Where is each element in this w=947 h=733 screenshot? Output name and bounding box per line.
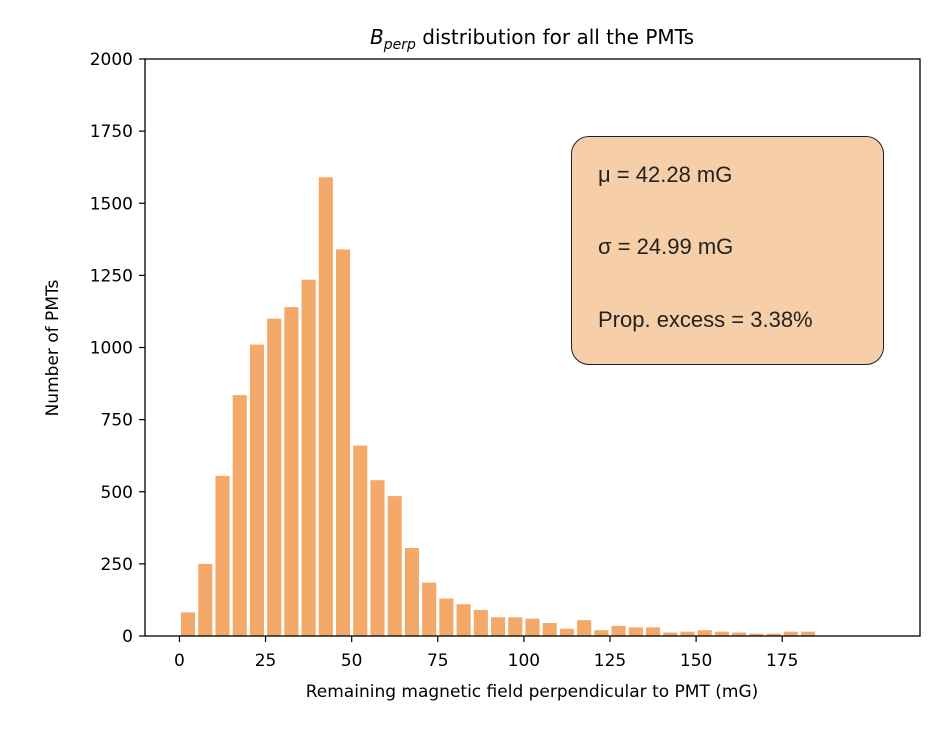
histogram-bar <box>404 548 419 636</box>
x-tick-label: 100 <box>508 651 540 671</box>
x-tick-label: 25 <box>255 651 277 671</box>
histogram-bar <box>439 598 454 636</box>
x-tick-label: 50 <box>341 651 363 671</box>
bars-layer <box>180 177 816 637</box>
histogram-bar <box>783 631 798 636</box>
histogram-bar <box>198 563 213 637</box>
y-tick-label: 2000 <box>90 50 133 70</box>
histogram-bar <box>680 631 695 636</box>
y-tick-label: 250 <box>101 555 133 575</box>
histogram-bar <box>663 632 678 636</box>
histogram-bar <box>732 632 747 636</box>
histogram-bar <box>714 631 729 636</box>
histogram-bar <box>301 279 316 636</box>
chart-title: Bperp distribution for all the PMTs <box>370 25 694 53</box>
y-tick-label: 500 <box>101 483 133 503</box>
histogram-bar <box>749 633 764 636</box>
x-axis-label: Remaining magnetic field perpendicular t… <box>306 682 759 702</box>
histogram-bar <box>766 633 781 636</box>
histogram-bar <box>370 480 385 636</box>
y-tick-label: 1750 <box>90 122 133 142</box>
x-tick-label: 125 <box>594 651 626 671</box>
histogram-bar <box>422 582 437 636</box>
histogram-bar <box>542 623 557 636</box>
excess-stat: Prop. excess = 3.38% <box>598 307 813 332</box>
histogram-bar <box>525 618 540 636</box>
x-tick-label: 150 <box>680 651 712 671</box>
histogram-bar <box>800 631 816 636</box>
y-axis-label: Number of PMTs <box>43 279 63 416</box>
ticks-layer: 0 25 50 75 100 125 150 175025050075010001250150… <box>90 50 799 671</box>
y-tick-label: 1250 <box>90 266 133 286</box>
histogram-bar <box>594 630 609 636</box>
histogram-bar <box>456 604 471 636</box>
histogram-bar <box>284 307 299 636</box>
sigma-stat: σ = 24.99 mG <box>598 234 734 259</box>
mean-stat: μ = 42.28 mG <box>598 162 733 187</box>
histogram-bar <box>335 249 351 636</box>
histogram-bar <box>353 445 368 636</box>
histogram-bar <box>232 395 247 636</box>
y-tick-label: 0 <box>122 627 133 647</box>
histogram-bar <box>611 625 626 636</box>
histogram-bar <box>387 496 402 636</box>
x-tick-label: 175 <box>766 651 798 671</box>
histogram-bar <box>180 612 196 636</box>
histogram-bar <box>577 620 592 636</box>
y-tick-label: 750 <box>101 411 133 431</box>
histogram-bar <box>249 344 264 636</box>
y-tick-label: 1000 <box>90 339 133 359</box>
histogram-bar <box>267 318 282 636</box>
x-tick-label: 75 <box>427 651 449 671</box>
y-tick-label: 1500 <box>90 194 133 214</box>
stats-annotation-box: μ = 42.28 mG σ = 24.99 mG Prop. excess =… <box>571 136 884 365</box>
histogram-bar <box>473 610 488 636</box>
histogram-bar <box>508 617 523 636</box>
histogram-bar <box>215 475 230 636</box>
histogram-bar <box>697 630 712 636</box>
histogram-bar <box>645 627 661 636</box>
histogram-bar <box>318 177 333 636</box>
histogram-bar <box>490 617 506 636</box>
histogram-bar <box>628 627 643 636</box>
x-tick-label: 0 <box>174 651 185 671</box>
histogram-bar <box>559 628 574 636</box>
